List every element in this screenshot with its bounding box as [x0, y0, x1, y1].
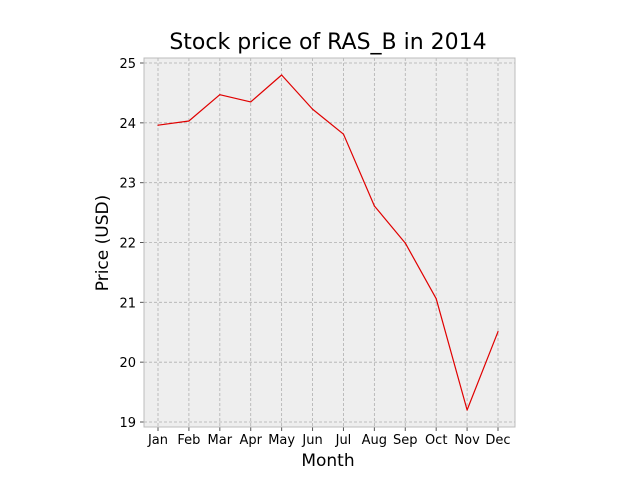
- data-point-dec: [497, 331, 499, 333]
- x-tick-label: Nov: [454, 433, 480, 448]
- x-tick-label: Apr: [239, 433, 262, 448]
- data-point-apr: [250, 101, 252, 103]
- data-point-jan: [157, 124, 159, 126]
- x-tick-label: Sep: [393, 433, 418, 448]
- x-tick-label: Jul: [335, 433, 352, 448]
- y-axis: 19 20 21 22 23 24 25: [119, 57, 144, 431]
- x-axis: Jan Feb Mar Apr May Jun Jul Aug Sep Oct Nov Dec: [147, 427, 511, 448]
- x-axis-label: Month: [301, 451, 354, 471]
- data-point-sep: [404, 242, 406, 244]
- series-line: [157, 74, 499, 411]
- data-point-oct: [435, 298, 437, 300]
- x-tick-label: Oct: [425, 433, 447, 448]
- x-tick-label: Feb: [177, 433, 200, 448]
- y-tick-label: 22: [119, 237, 136, 252]
- grid-layer: [144, 58, 515, 427]
- plot-frame: [143, 57, 516, 428]
- x-tick-label: Dec: [485, 433, 510, 448]
- y-tick-label: 19: [119, 416, 136, 431]
- chart-title: Stock price of RAS_B in 2014: [169, 30, 486, 55]
- y-tick-label: 23: [119, 177, 136, 192]
- y-tick-label: 24: [119, 117, 136, 132]
- x-tick-label: Jan: [147, 433, 168, 448]
- data-point-feb: [188, 120, 190, 122]
- y-tick-label: 21: [119, 296, 136, 311]
- y-axis-label: Price (USD): [93, 195, 113, 291]
- x-tick-label: Jun: [301, 433, 322, 448]
- data-point-nov: [466, 409, 468, 411]
- x-tick-label: Mar: [208, 433, 233, 448]
- data-point-mar: [219, 94, 221, 96]
- data-point-aug: [373, 205, 375, 207]
- y-tick-label: 25: [119, 57, 136, 72]
- data-point-jul: [342, 133, 345, 135]
- data-point-may: [281, 74, 283, 76]
- y-tick-label: 20: [119, 356, 136, 371]
- x-tick-label: Aug: [362, 433, 387, 448]
- data-point-jun: [311, 108, 314, 110]
- x-tick-label: May: [268, 433, 295, 448]
- series-layer: [157, 74, 499, 411]
